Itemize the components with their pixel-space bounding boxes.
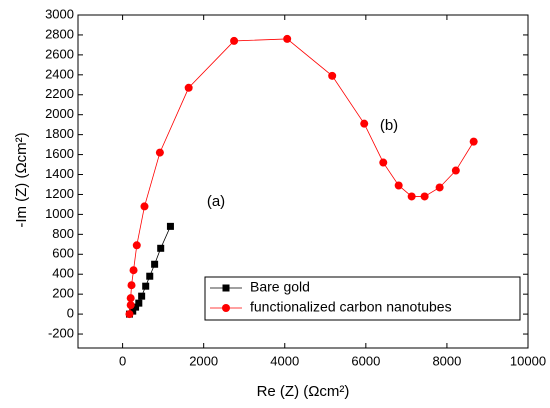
marker xyxy=(146,272,154,280)
marker xyxy=(328,71,337,80)
marker xyxy=(132,303,140,311)
marker xyxy=(151,260,159,268)
marker xyxy=(140,202,149,211)
marker xyxy=(283,34,292,43)
marker xyxy=(420,192,429,201)
marker xyxy=(166,222,174,230)
marker xyxy=(222,304,230,312)
marker xyxy=(230,36,239,45)
marker xyxy=(135,299,143,307)
marker xyxy=(407,192,416,201)
y-tick-label: 200 xyxy=(52,286,74,301)
y-tick-label: 1800 xyxy=(45,126,74,141)
y-tick-label: 600 xyxy=(52,246,74,261)
y-tick-label: 1200 xyxy=(45,186,74,201)
y-tick-label: 1000 xyxy=(45,206,74,221)
y-tick-label: 0 xyxy=(67,306,74,321)
y-tick-label: 2400 xyxy=(45,66,74,81)
y-tick-label: 400 xyxy=(52,266,74,281)
y-tick-label: 1600 xyxy=(45,146,74,161)
marker xyxy=(469,137,478,146)
y-tick-label: 3000 xyxy=(45,6,74,21)
plot-frame xyxy=(77,14,529,349)
y-tick-label: 2600 xyxy=(45,46,74,61)
x-tick-label: 10000 xyxy=(510,353,546,368)
y-tick-label: 800 xyxy=(52,226,74,241)
marker xyxy=(142,282,150,290)
x-tick-label: 6000 xyxy=(351,353,380,368)
legend-box xyxy=(204,276,521,321)
marker xyxy=(126,301,135,310)
marker xyxy=(222,284,230,292)
marker xyxy=(125,310,134,319)
marker xyxy=(451,166,460,175)
marker xyxy=(394,181,403,190)
marker xyxy=(132,241,141,250)
marker xyxy=(129,266,138,275)
series-line xyxy=(129,38,475,315)
marker xyxy=(379,158,388,167)
x-tick-label: 0 xyxy=(119,353,126,368)
marker xyxy=(155,148,164,157)
y-tick-label: 2000 xyxy=(45,106,74,121)
legend-label: functionalized carbon nanotubes xyxy=(250,299,452,315)
x-axis-label: Re (Z) (Ωcm²) xyxy=(257,383,350,400)
marker xyxy=(126,294,135,303)
x-tick-label: 8000 xyxy=(432,353,461,368)
marker xyxy=(360,119,369,128)
marker xyxy=(157,244,165,252)
y-tick-label: 1400 xyxy=(45,166,74,181)
marker xyxy=(435,183,444,192)
marker xyxy=(129,307,137,315)
marker xyxy=(127,281,136,290)
legend-label: Bare gold xyxy=(250,279,310,295)
y-tick-label: -200 xyxy=(48,325,74,340)
y-axis-label: -Im (Z) (Ωcm²) xyxy=(13,132,30,227)
x-tick-label: 4000 xyxy=(270,353,299,368)
y-tick-label: 2200 xyxy=(45,86,74,101)
marker xyxy=(138,292,146,300)
marker xyxy=(184,83,193,92)
annotation: (a) xyxy=(207,193,225,210)
annotation: (b) xyxy=(380,117,398,134)
y-tick-label: 2800 xyxy=(45,26,74,41)
x-tick-label: 2000 xyxy=(189,353,218,368)
